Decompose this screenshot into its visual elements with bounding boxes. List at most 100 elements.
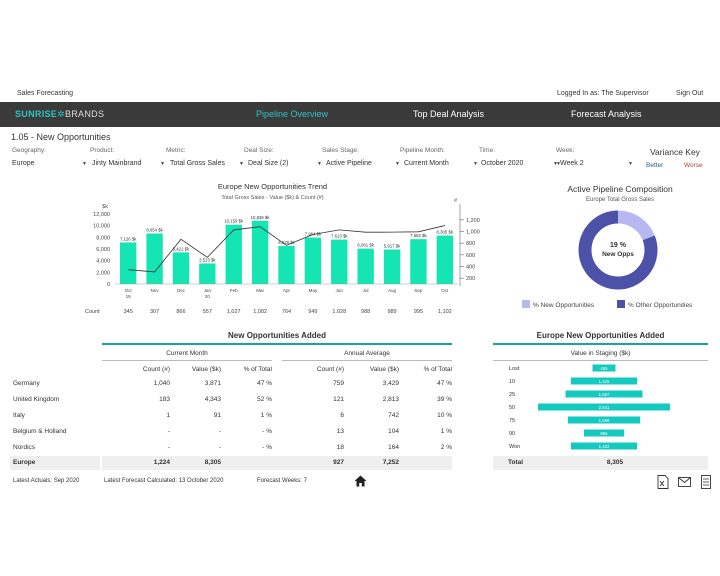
staging-category: 75 <box>509 418 515 424</box>
sign-out-link[interactable]: Sign Out <box>676 90 704 97</box>
trend-bar[interactable] <box>225 224 242 284</box>
filter-metric[interactable]: Metric: Total Gross Sales ▼ <box>166 147 246 171</box>
document-icon[interactable] <box>701 475 711 489</box>
trend-chart-title: Europe New Opportunities Trend <box>217 182 328 191</box>
trend-bar[interactable] <box>383 249 401 284</box>
staging-bar[interactable] <box>567 416 641 424</box>
column-header: % of Total <box>243 366 272 373</box>
tab-pipeline-overview[interactable]: Pipeline Overview <box>256 109 329 119</box>
filter-value: Current Month <box>404 160 449 167</box>
filter-value: Total Gross Sales <box>170 160 225 167</box>
group-header-annual-average: Annual Average <box>344 350 390 357</box>
trend-bar-label: 5,917 $k <box>384 243 401 248</box>
y2-tick-label: 400 <box>466 265 475 271</box>
trend-bar[interactable] <box>304 237 322 284</box>
table-cell: 18 <box>336 444 344 451</box>
staging-bar[interactable] <box>570 442 638 450</box>
dropdown-caret-icon: ▼ <box>556 161 561 167</box>
count-label: 995 <box>414 309 423 315</box>
trend-bar[interactable] <box>146 233 163 284</box>
filter-week[interactable]: Week: ▼ Week 2 ▼ <box>556 147 636 171</box>
trend-bar[interactable] <box>357 248 374 284</box>
email-icon[interactable] <box>678 477 691 487</box>
table-cell: 2 % <box>440 444 452 451</box>
staging-bar[interactable] <box>538 403 670 411</box>
donut-slice-other[interactable] <box>578 210 658 290</box>
filter-label: Sales Stage: <box>322 147 359 154</box>
filter-label: Week: <box>556 147 575 154</box>
filter-value: Active Pipeline <box>326 160 372 167</box>
sun-icon: ✲ <box>57 109 65 119</box>
footer-latest-actuals: Latest Actuals: Sep 2020 <box>13 478 80 484</box>
filter-product[interactable]: Product: Jinty Mainbrand ▼ <box>90 147 170 171</box>
staging-bar[interactable] <box>592 364 616 372</box>
x-tick-label: Oct <box>125 288 133 293</box>
table-cell: 1 % <box>260 412 272 419</box>
tab-forecast-analysis[interactable]: Forecast Analysis <box>571 109 642 119</box>
page-title: 1.05 - New Opportunities <box>11 132 111 142</box>
dropdown-caret-icon: ▼ <box>553 161 558 167</box>
table-total-cell: 7,252 <box>382 459 399 466</box>
filter-label: Time: <box>479 147 496 154</box>
staging-bar-label: 2,841 <box>599 405 610 410</box>
table-row-region: Belgium & Holland <box>13 428 67 435</box>
staging-bar-label: 866 <box>600 431 608 436</box>
x-tick-label: Feb <box>230 288 238 293</box>
donut-center-pct: 19 % <box>610 242 627 249</box>
table-cell: 91 <box>213 412 221 419</box>
y-tick-label: 2,000 <box>96 270 110 276</box>
home-icon[interactable] <box>354 475 367 487</box>
export-excel-icon[interactable] <box>657 475 669 489</box>
table-total-row <box>102 456 452 470</box>
column-header: % of Total <box>423 366 452 373</box>
column-header: Count (#) <box>316 366 344 373</box>
trend-bar[interactable] <box>199 263 216 284</box>
staging-bar[interactable] <box>565 390 643 398</box>
x-tick-label: May <box>309 288 318 293</box>
y-tick-label: 12,000 <box>93 212 110 218</box>
table-cell: 1 % <box>440 428 452 435</box>
count-label: 345 <box>124 309 133 315</box>
filter-pipeline-month[interactable]: Pipeline Month: Current Month ▼ <box>400 147 480 171</box>
trend-bar[interactable] <box>251 220 269 284</box>
count-label: 988 <box>361 309 370 315</box>
main-navbar: SUNRISE✲BRANDS Pipeline Overview Top Dea… <box>0 102 720 127</box>
table-cell: 47 % <box>437 380 452 387</box>
count-row-label: Count <box>85 309 100 315</box>
app-name: Sales Forecasting <box>17 90 74 97</box>
donut-title: Active Pipeline Composition <box>567 184 673 194</box>
trend-bar[interactable] <box>331 239 348 284</box>
y2-tick-label: 800 <box>466 241 475 247</box>
legend-label: % New Opportunities <box>533 302 595 309</box>
trend-bar[interactable] <box>436 235 453 284</box>
filter-geography[interactable]: Geography: Europe ▼ <box>12 147 92 171</box>
trend-bar[interactable] <box>172 252 190 284</box>
trend-bar[interactable] <box>278 245 295 284</box>
staging-bar[interactable] <box>583 429 625 437</box>
filter-time[interactable]: Time: October 2020 ▼ <box>479 147 559 171</box>
table-cell: 1 <box>166 412 170 419</box>
count-label: 989 <box>387 309 396 315</box>
brand-name-part1: SUNRISE <box>15 109 58 119</box>
trend-bar-label: 7,613 $k <box>331 234 348 239</box>
legend-swatch <box>522 300 530 308</box>
y2-tick-label: 600 <box>466 253 475 259</box>
table-cell: 3,871 <box>204 380 221 387</box>
dropdown-caret-icon: ▼ <box>317 161 322 167</box>
table-cell: - <box>218 428 221 435</box>
filter-deal-size[interactable]: Deal Size: Deal Size (2) ▼ <box>244 147 324 171</box>
trend-bar[interactable] <box>120 242 137 284</box>
dropdown-caret-icon: ▼ <box>395 161 400 167</box>
table-cell: 47 % <box>257 380 272 387</box>
table-cell: - % <box>262 428 272 435</box>
filter-sales-stage[interactable]: Sales Stage: Active Pipeline ▼ <box>322 147 402 171</box>
tab-top-deal-analysis[interactable]: Top Deal Analysis <box>413 109 485 119</box>
group-rule <box>282 360 452 361</box>
x-tick-label: Dec <box>177 288 186 293</box>
staging-bar[interactable] <box>570 377 638 385</box>
x-tick-label: Nov <box>151 288 160 293</box>
trend-bar-label: 5,422 $k <box>173 246 190 251</box>
trend-bar-label: 8,305 $k <box>437 230 454 235</box>
staging-category: Won <box>509 444 520 450</box>
trend-bar[interactable] <box>410 239 427 284</box>
